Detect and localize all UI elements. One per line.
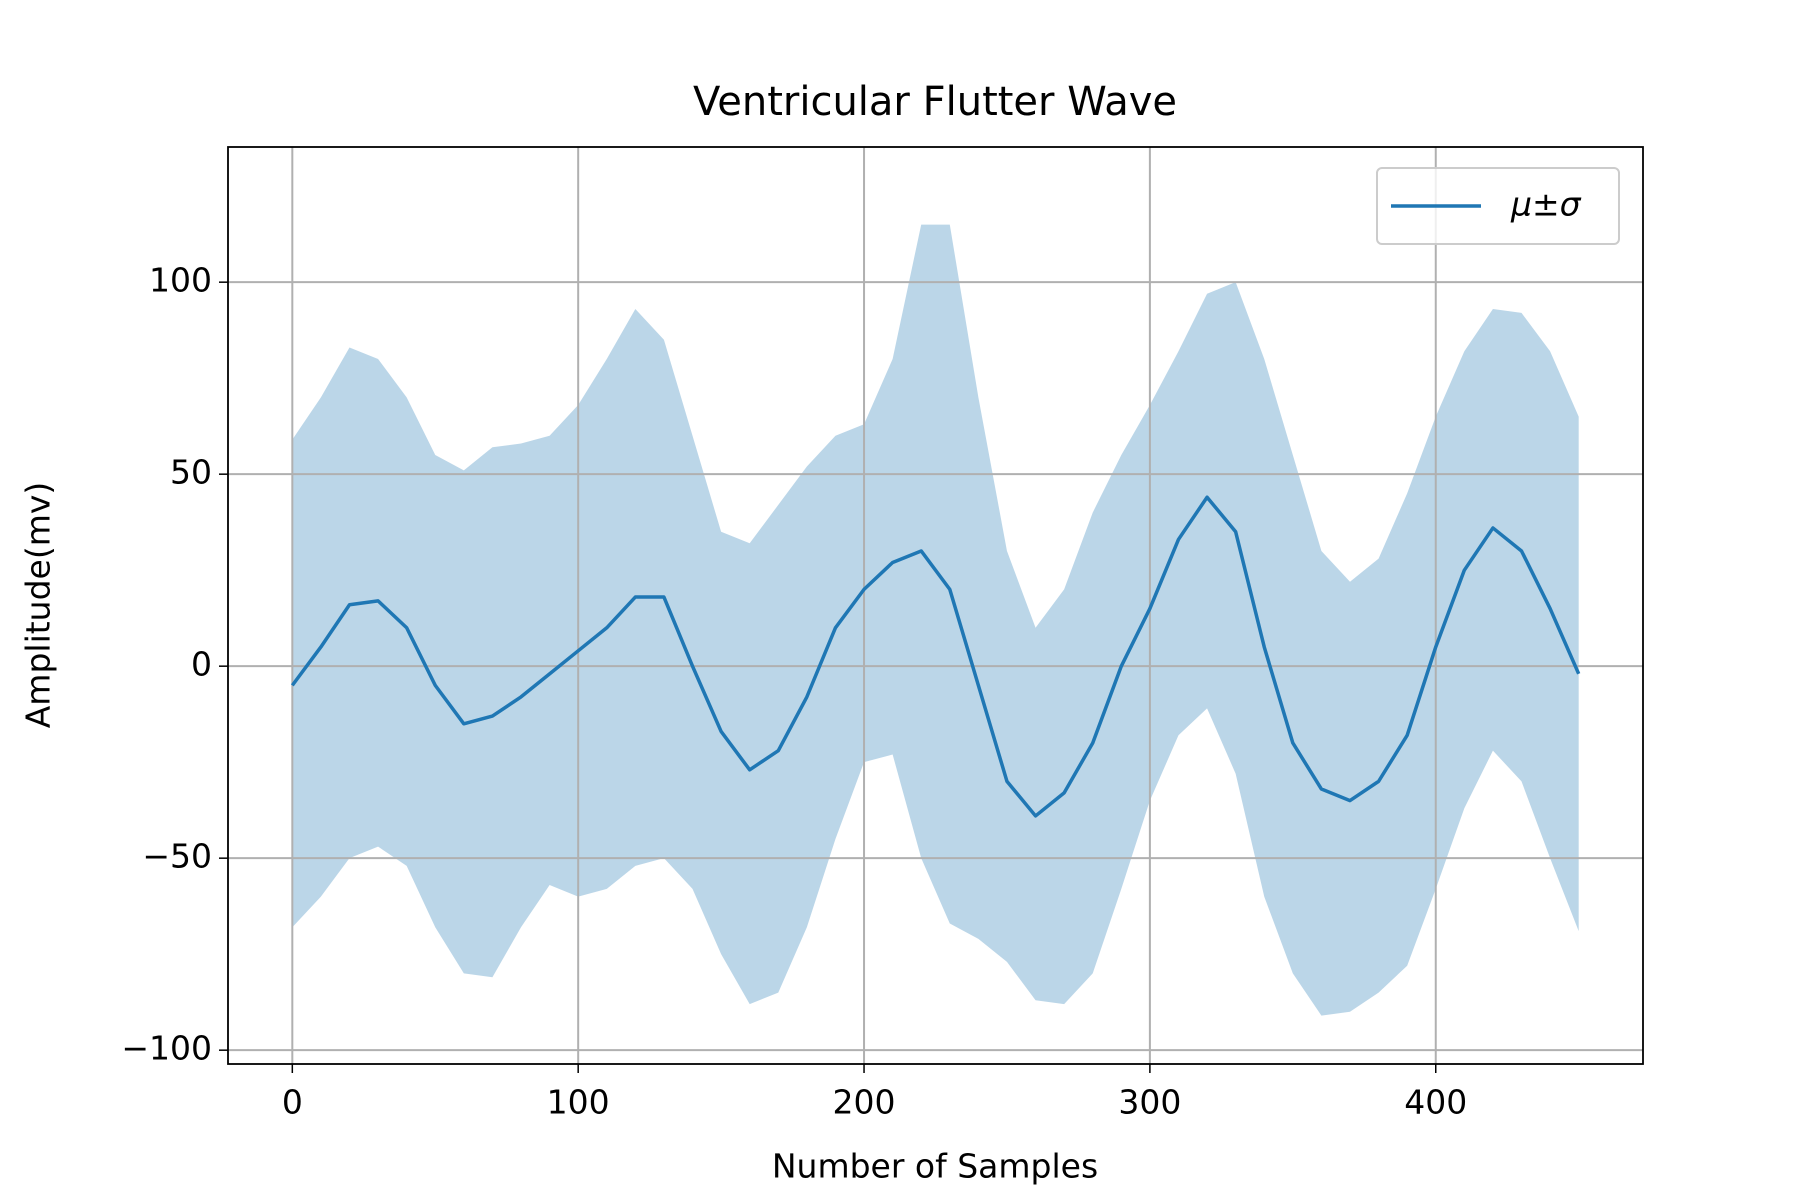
plot-frame xyxy=(227,146,1644,1065)
y-axis-label: Amplitude(mv) xyxy=(19,482,58,729)
y-tick-label: 50 xyxy=(170,453,212,492)
y-tick-label: 100 xyxy=(149,261,212,300)
legend: μ±σ xyxy=(1376,167,1620,245)
y-tick-label: −50 xyxy=(142,837,212,876)
x-tick-label: 400 xyxy=(1404,1083,1467,1122)
legend-label: μ±σ xyxy=(1510,185,1582,224)
y-tick-label: 0 xyxy=(191,645,212,684)
legend-box xyxy=(1376,167,1620,245)
x-tick-label: 100 xyxy=(547,1083,610,1122)
x-tick-label: 300 xyxy=(1118,1083,1181,1122)
x-tick-label: 200 xyxy=(833,1083,896,1122)
x-axis-label: Number of Samples xyxy=(772,1147,1098,1186)
std-band xyxy=(292,224,1579,1016)
mean-line xyxy=(290,495,1581,818)
chart-title: Ventricular Flutter Wave xyxy=(693,79,1177,125)
x-tick-label: 0 xyxy=(282,1083,303,1122)
y-tick-label: −100 xyxy=(121,1029,212,1068)
